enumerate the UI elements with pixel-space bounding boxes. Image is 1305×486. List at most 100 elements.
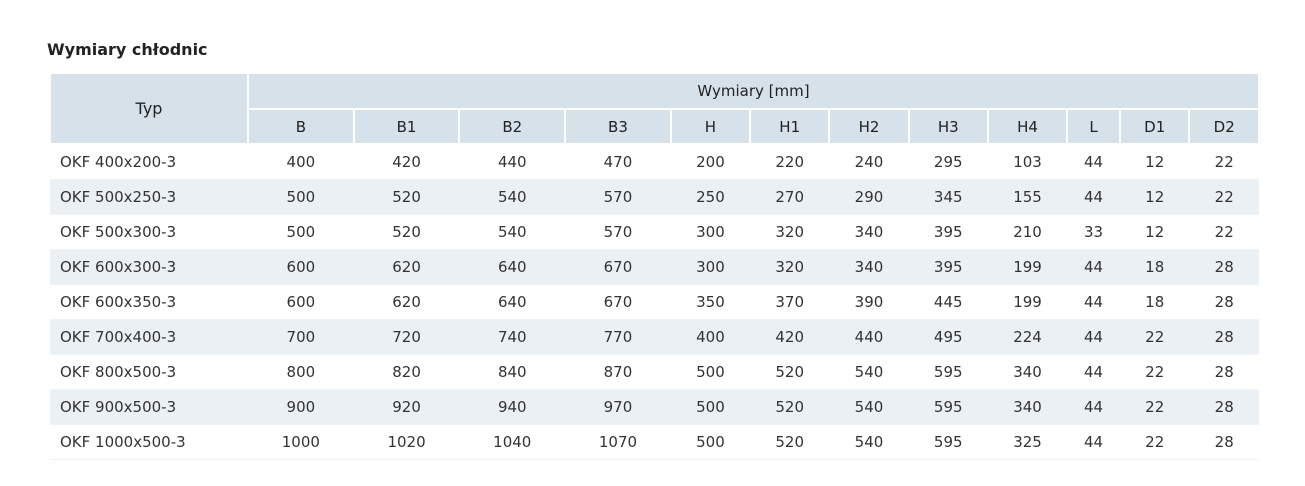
value-cell-d1: 22 <box>1119 424 1190 460</box>
value-cell-d2: 28 <box>1189 319 1259 355</box>
value-cell-b1: 620 <box>353 284 460 320</box>
value-cell-b1: 720 <box>353 319 460 355</box>
value-cell-h4: 210 <box>987 214 1068 250</box>
value-cell-d2: 28 <box>1189 424 1259 460</box>
value-cell-b3: 470 <box>565 144 671 180</box>
value-cell-d1: 18 <box>1119 284 1190 320</box>
value-cell-l: 44 <box>1067 354 1120 390</box>
value-cell-d1: 22 <box>1119 389 1190 425</box>
value-cell-d2: 28 <box>1189 354 1259 390</box>
table-row: OKF 1000x500-3 1000 1020 1040 1070 500 520 540 5… <box>50 424 1259 460</box>
table-row: OKF 500x250-3 500 520 540 570 250 270 290 345 155… <box>50 179 1259 215</box>
value-cell-h2: 390 <box>829 284 909 320</box>
type-header: Typ <box>49 74 249 145</box>
value-cell-h1: 520 <box>750 389 830 425</box>
value-cell-b1: 520 <box>353 214 460 250</box>
value-cell-l: 44 <box>1067 144 1120 180</box>
value-cell-h4: 340 <box>987 389 1068 425</box>
column-header-d2: D2 <box>1188 109 1260 145</box>
value-cell-h: 300 <box>670 249 751 285</box>
value-cell-b: 1000 <box>248 424 354 460</box>
value-cell-b2: 940 <box>459 389 566 425</box>
value-cell-b2: 440 <box>459 144 566 180</box>
value-cell-h1: 420 <box>750 319 830 355</box>
value-cell-d2: 28 <box>1189 389 1259 425</box>
value-cell-l: 44 <box>1067 389 1120 425</box>
value-cell-h4: 199 <box>987 249 1068 285</box>
value-cell-h3: 595 <box>908 389 988 425</box>
value-cell-h3: 595 <box>908 354 988 390</box>
value-cell-l: 44 <box>1067 284 1120 320</box>
table-row: OKF 700x400-3 700 720 740 770 400 420 440 495 224… <box>50 319 1259 355</box>
value-cell-l: 44 <box>1067 424 1120 460</box>
value-cell-h3: 345 <box>908 179 988 215</box>
value-cell-b: 600 <box>248 249 354 285</box>
value-cell-h3: 295 <box>908 144 988 180</box>
value-cell-h: 350 <box>670 284 751 320</box>
value-cell-b: 600 <box>248 284 354 320</box>
value-cell-b2: 540 <box>459 179 566 215</box>
value-cell-b3: 970 <box>565 389 671 425</box>
value-cell-h4: 340 <box>987 354 1068 390</box>
value-cell-h: 500 <box>670 354 751 390</box>
value-cell-b3: 770 <box>565 319 671 355</box>
value-cell-b1: 1020 <box>353 424 460 460</box>
dimensions-table: Typ Wymiary [mm] B B1 B2 B3 H H1 H2 H3 H4 L D1 D2 O… <box>49 74 1260 460</box>
value-cell-h1: 320 <box>750 214 830 250</box>
value-cell-h4: 325 <box>987 424 1068 460</box>
column-header-h3: H3 <box>907 109 989 145</box>
value-cell-h2: 540 <box>829 354 909 390</box>
value-cell-b2: 1040 <box>459 424 566 460</box>
column-header-b3: B3 <box>564 109 672 145</box>
value-cell-l: 33 <box>1067 214 1120 250</box>
table-row: OKF 600x300-3 600 620 640 670 300 320 340 395 199… <box>50 249 1259 285</box>
dimensions-group-header: Wymiary [mm] <box>247 74 1260 110</box>
value-cell-b: 800 <box>248 354 354 390</box>
value-cell-b: 500 <box>248 214 354 250</box>
value-cell-h1: 220 <box>750 144 830 180</box>
value-cell-l: 44 <box>1067 179 1120 215</box>
value-cell-b1: 520 <box>353 179 460 215</box>
value-cell-b3: 1070 <box>565 424 671 460</box>
value-cell-b3: 570 <box>565 214 671 250</box>
value-cell-b2: 840 <box>459 354 566 390</box>
value-cell-h2: 540 <box>829 424 909 460</box>
value-cell-h2: 540 <box>829 389 909 425</box>
value-cell-h3: 495 <box>908 319 988 355</box>
value-cell-h2: 440 <box>829 319 909 355</box>
value-cell-h2: 340 <box>829 214 909 250</box>
value-cell-h2: 290 <box>829 179 909 215</box>
value-cell-b2: 640 <box>459 249 566 285</box>
value-cell-d2: 22 <box>1189 214 1259 250</box>
value-cell-h3: 395 <box>908 249 988 285</box>
column-header-h2: H2 <box>828 109 910 145</box>
type-cell: OKF 400x200-3 <box>50 144 248 180</box>
type-cell: OKF 500x250-3 <box>50 179 248 215</box>
value-cell-b1: 920 <box>353 389 460 425</box>
value-cell-h4: 199 <box>987 284 1068 320</box>
section-title: Wymiary chłodnic <box>47 40 208 59</box>
type-cell: OKF 900x500-3 <box>50 389 248 425</box>
type-cell: OKF 800x500-3 <box>50 354 248 390</box>
value-cell-h2: 240 <box>829 144 909 180</box>
table-row: OKF 900x500-3 900 920 940 970 500 520 540 595 340… <box>50 389 1259 425</box>
value-cell-d1: 22 <box>1119 319 1190 355</box>
type-cell: OKF 700x400-3 <box>50 319 248 355</box>
value-cell-d2: 28 <box>1189 249 1259 285</box>
column-header-d1: D1 <box>1118 109 1191 145</box>
value-cell-h3: 395 <box>908 214 988 250</box>
value-cell-h: 300 <box>670 214 751 250</box>
value-cell-h3: 595 <box>908 424 988 460</box>
value-cell-d1: 22 <box>1119 354 1190 390</box>
value-cell-h1: 520 <box>750 354 830 390</box>
value-cell-h: 500 <box>670 389 751 425</box>
value-cell-h4: 155 <box>987 179 1068 215</box>
value-cell-l: 44 <box>1067 249 1120 285</box>
value-cell-b1: 820 <box>353 354 460 390</box>
value-cell-h: 250 <box>670 179 751 215</box>
value-cell-h1: 270 <box>750 179 830 215</box>
value-cell-h3: 445 <box>908 284 988 320</box>
column-header-b: B <box>247 109 355 145</box>
value-cell-d1: 12 <box>1119 214 1190 250</box>
value-cell-b3: 570 <box>565 179 671 215</box>
